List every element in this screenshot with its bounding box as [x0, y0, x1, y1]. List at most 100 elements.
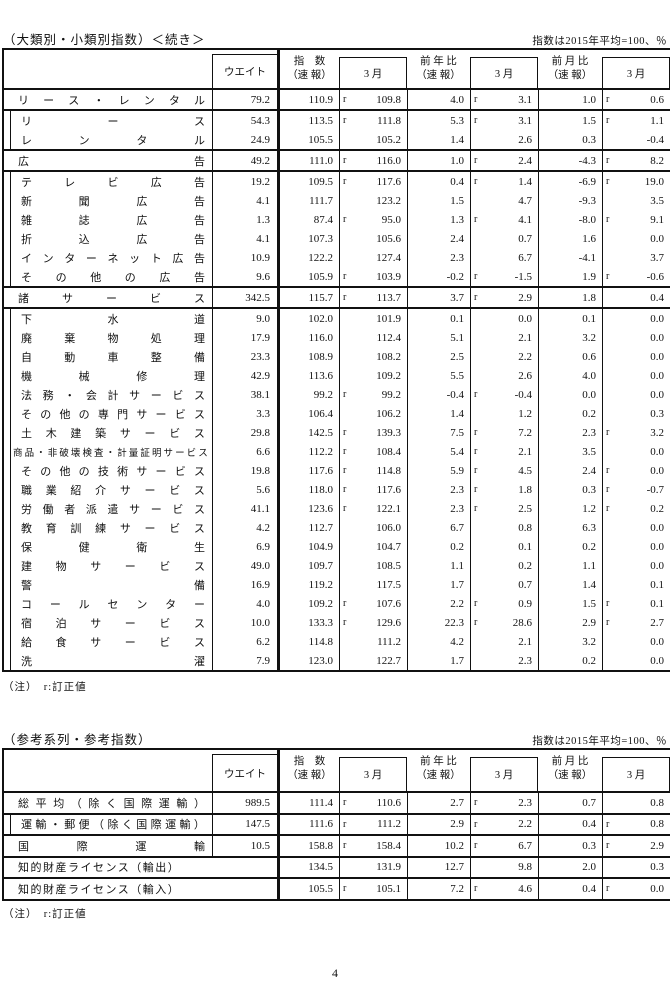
- row-group: 下水道 9.0 102.0 101.9 0.1 0.0 0.1 0.0 廃棄物処理 17.9 116…: [4, 307, 670, 670]
- value-text: 0.7: [582, 796, 596, 809]
- value-text: 99.2: [381, 388, 401, 401]
- value-text: 1.2: [582, 502, 596, 515]
- value-text: 3.2: [650, 426, 664, 439]
- value-text: 4.0: [450, 93, 464, 106]
- cell-value: 104.7: [339, 537, 407, 556]
- cell-value: 108.2: [339, 347, 407, 366]
- cell-value: 5.3: [407, 111, 470, 130]
- cell-value: 0.0: [602, 537, 670, 556]
- value-text: 158.4: [376, 839, 401, 852]
- value-text: 0.7: [518, 232, 532, 245]
- justified-name: 商品・非破壊検査・計量証明サービス: [13, 448, 208, 459]
- cell-value: 104.9: [277, 537, 339, 556]
- cell-value: r 4.6: [470, 879, 538, 899]
- revision-flag: r: [343, 883, 347, 895]
- cell-value: 105.5: [277, 879, 339, 899]
- cell-value: 1.2: [538, 499, 602, 518]
- value-text: 3.7: [650, 251, 664, 264]
- cell-value: 0.3: [538, 836, 602, 856]
- cell-value: 101.9: [339, 309, 407, 328]
- table-row: 労働者派遣サービス 41.1 123.6 r 122.1 2.3 r 2.5 1.2 r 0.2: [4, 499, 670, 518]
- cell-value: 127.4: [339, 248, 407, 267]
- value-text: 1.8: [518, 483, 532, 496]
- cell-value: -9.3: [538, 191, 602, 210]
- value-text: 2.9: [518, 291, 532, 304]
- cell-value: 1.5: [538, 111, 602, 130]
- cell-value: 0.0: [602, 442, 670, 461]
- row-group: リース・レンタル 79.2 110.9 r 109.8 4.0 r 3.1 1.0 r 0.6: [4, 90, 670, 109]
- cell-value: 117.5: [339, 575, 407, 594]
- revision-flag: r: [343, 115, 347, 126]
- value-text: 139.3: [376, 426, 401, 439]
- cell-value: 113.5: [277, 111, 339, 130]
- row-group: 総平均（除く国際運輸） 989.5 111.4 r 110.6 2.7 r 2.3 0.7 0.8: [4, 793, 670, 813]
- value-text: 122.7: [376, 654, 401, 667]
- cell-value: 114.8: [277, 632, 339, 651]
- cell-value: 134.5: [277, 857, 339, 877]
- justified-name: 新聞広告: [21, 195, 205, 208]
- cell-value: 0.0: [602, 229, 670, 248]
- cell-weight: 9.6: [212, 267, 277, 286]
- cell-value: -0.4: [602, 130, 670, 149]
- value-text: 5.4: [450, 445, 464, 458]
- value-text: 112.4: [376, 331, 401, 344]
- table-row: その他の専門サービス 3.3 106.4 106.2 1.4 1.2 0.2 0.3: [4, 404, 670, 423]
- table-row: コールセンター 4.0 109.2 r 107.6 2.2 r 0.9 1.5 r 0.1: [4, 594, 670, 613]
- cell-value: 106.0: [339, 518, 407, 537]
- cell-weight: 4.1: [212, 229, 277, 248]
- revision-flag: r: [606, 94, 610, 105]
- value-text: 4.5: [518, 464, 532, 477]
- value-text: 0.8: [650, 796, 664, 809]
- table-row: 教育訓練サービス 4.2 112.7 106.0 6.7 0.8 6.3 0.0: [4, 518, 670, 537]
- cell-weight: 7.9: [212, 651, 277, 670]
- value-text: 3.1: [518, 114, 532, 127]
- value-text: 5.5: [450, 369, 464, 382]
- cell-value: r 1.1: [602, 111, 670, 130]
- value-text: 2.3: [450, 483, 464, 496]
- value-text: 129.6: [376, 616, 401, 629]
- cell-value: 123.0: [277, 651, 339, 670]
- revision-flag: r: [343, 176, 347, 187]
- value-text: 0.1: [650, 597, 664, 610]
- cell-item-name: 洗濯: [4, 651, 212, 670]
- cell-item-name: その他の広告: [4, 267, 212, 286]
- value-text: 6.7: [450, 521, 464, 534]
- table-row: 雑誌広告 1.3 87.4 r 95.0 1.3 r 4.1 -8.0 r 9.1: [4, 210, 670, 229]
- table-row: テレビ広告 19.2 109.5 r 117.6 0.4 r 1.4 -6.9 r 19.0: [4, 172, 670, 191]
- value-text: 12.7: [444, 861, 464, 874]
- cell-value: r 4.5: [470, 461, 538, 480]
- table-header: ウエイト指 数 （速 報） 前 年 比 （速 報） 前 月 比 （速 報） 3 月 3 …: [4, 750, 670, 793]
- cell-value: r 0.8: [602, 814, 670, 834]
- cell-value: 2.2: [407, 594, 470, 613]
- cell-value: r -0.7: [602, 480, 670, 499]
- cell-weight: 19.8: [212, 461, 277, 480]
- cell-value: 119.2: [277, 575, 339, 594]
- justified-name: 諸サービス: [18, 292, 205, 305]
- table-row: 下水道 9.0 102.0 101.9 0.1 0.0 0.1 0.0: [4, 309, 670, 328]
- cell-value: 0.0: [470, 309, 538, 328]
- cell-value: 3.7: [602, 248, 670, 267]
- cell-value: r 8.2: [602, 151, 670, 170]
- justified-name: リース・レンタル: [18, 94, 205, 107]
- value-text: 111.2: [377, 818, 401, 831]
- cell-value: 158.8: [277, 836, 339, 856]
- cell-weight: 54.3: [212, 111, 277, 130]
- cell-value: 0.3: [602, 404, 670, 423]
- table1-title: （大類別・小類別指数）＜続き＞: [3, 33, 206, 47]
- cell-value: 2.3: [470, 651, 538, 670]
- value-text: 111.8: [377, 114, 401, 127]
- justified-name: インターネット広告: [21, 252, 205, 265]
- table-row: 広告 49.2 111.0 r 116.0 1.0 r 2.4 -4.3 r 8.2: [4, 151, 670, 170]
- justified-name: その他の広告: [21, 271, 205, 284]
- cell-value: r 129.6: [339, 613, 407, 632]
- cell-value: 7.5: [407, 423, 470, 442]
- value-text: 1.9: [582, 270, 596, 283]
- value-text: 0.1: [650, 578, 664, 591]
- cell-value: r 3.1: [470, 90, 538, 109]
- value-text: 1.5: [582, 114, 596, 127]
- value-text: 105.6: [376, 232, 401, 245]
- value-text: 2.4: [518, 154, 532, 167]
- value-text: 2.3: [450, 502, 464, 515]
- table-header: ウエイト指 数 （速 報） 前 年 比 （速 報） 前 月 比 （速 報） 3 月 3 …: [4, 50, 670, 90]
- thick-divider: [277, 50, 280, 88]
